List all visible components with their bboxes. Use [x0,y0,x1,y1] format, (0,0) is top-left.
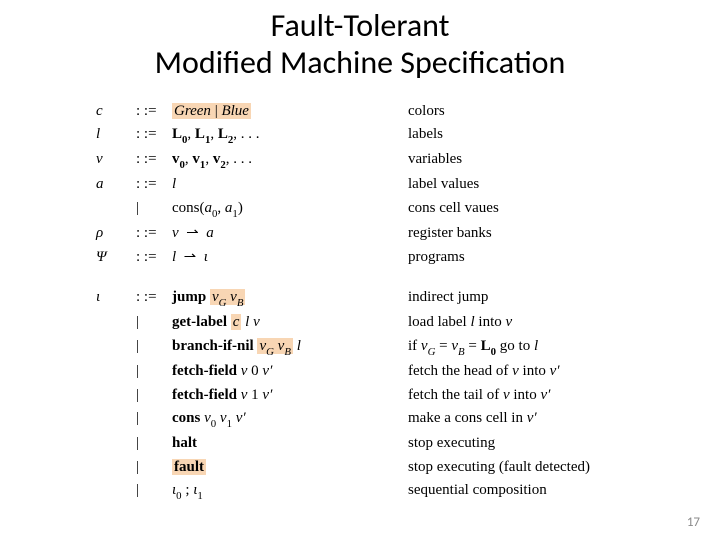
grammar-description: cons cell vaues [408,197,650,222]
grammar-description: load label l into v [408,311,650,335]
grammar-operator: | [136,407,172,432]
grammar-rhs: fetch-field v 0 v′ [172,360,408,384]
grammar-table: c: :=Green | Bluecolorsl: :=L0, L1, L2, … [96,100,650,505]
page-number: 17 [687,515,700,530]
grammar-row: c: :=Green | Bluecolors [96,100,650,124]
grammar-rhs: get-label c l v [172,311,408,335]
grammar-row: |haltstop executing [96,432,650,456]
grammar-row: |fetch-field v 1 v′fetch the tail of v i… [96,384,650,408]
grammar-symbol [96,335,136,360]
grammar-row: |branch-if-nil vG vB lif vG = vB = L0 go… [96,335,650,360]
grammar-description: fetch the head of v into v′ [408,360,650,384]
grammar-symbol [96,360,136,384]
grammar-operator: | [136,335,172,360]
grammar-symbol [96,456,136,480]
grammar-description: colors [408,100,650,124]
grammar-symbol [96,432,136,456]
grammar-rhs: L0, L1, L2, . . . [172,123,408,148]
grammar-symbol [96,479,136,504]
grammar-operator: : := [136,286,172,311]
grammar-operator: : := [136,173,172,197]
grammar-row: |cons(a0, a1)cons cell vaues [96,197,650,222]
grammar-description: label values [408,173,650,197]
grammar-symbol: a [96,173,136,197]
grammar-rhs: v ⇀ a [172,222,408,246]
grammar-rhs: cons v0 v1 v′ [172,407,408,432]
grammar-operator: | [136,384,172,408]
grammar-rhs: branch-if-nil vG vB l [172,335,408,360]
grammar-description: stop executing [408,432,650,456]
grammar-rhs: Green | Blue [172,100,408,124]
grammar-description: labels [408,123,650,148]
grammar-description: programs [408,246,650,270]
grammar-symbol: v [96,148,136,173]
grammar-operator: | [136,197,172,222]
grammar-row: ρ: :=v ⇀ aregister banks [96,222,650,246]
grammar-row: Ψ: :=l ⇀ ιprograms [96,246,650,270]
grammar-rhs: halt [172,432,408,456]
grammar-operator: : := [136,222,172,246]
grammar-operator: | [136,432,172,456]
grammar-operator: | [136,360,172,384]
grammar-operator: : := [136,246,172,270]
slide: Fault-Tolerant Modified Machine Specific… [0,0,720,540]
grammar-operator: | [136,479,172,504]
grammar-row: |ι0 ; ι1sequential composition [96,479,650,504]
grammar-symbol [96,311,136,335]
grammar-content: c: :=Green | Bluecolorsl: :=L0, L1, L2, … [0,82,720,505]
grammar-symbol: Ψ [96,246,136,270]
grammar-spacer [96,269,650,286]
grammar-description: indirect jump [408,286,650,311]
grammar-symbol [96,197,136,222]
grammar-row: |cons v0 v1 v′make a cons cell in v′ [96,407,650,432]
grammar-row: |get-label c l vload label l into v [96,311,650,335]
grammar-symbol: l [96,123,136,148]
grammar-rhs: fetch-field v 1 v′ [172,384,408,408]
grammar-operator: : := [136,148,172,173]
grammar-row: a: :=llabel values [96,173,650,197]
grammar-operator: : := [136,100,172,124]
grammar-rhs: l ⇀ ι [172,246,408,270]
grammar-description: sequential composition [408,479,650,504]
slide-title: Fault-Tolerant Modified Machine Specific… [0,0,720,82]
grammar-rhs: fault [172,456,408,480]
grammar-symbol: c [96,100,136,124]
grammar-row: |faultstop executing (fault detected) [96,456,650,480]
grammar-row: |fetch-field v 0 v′fetch the head of v i… [96,360,650,384]
grammar-description: register banks [408,222,650,246]
grammar-row: v: :=v0, v1, v2, . . .variables [96,148,650,173]
grammar-operator: | [136,311,172,335]
grammar-description: fetch the tail of v into v′ [408,384,650,408]
grammar-symbol: ρ [96,222,136,246]
grammar-operator: | [136,456,172,480]
grammar-description: if vG = vB = L0 go to l [408,335,650,360]
grammar-rhs: v0, v1, v2, . . . [172,148,408,173]
grammar-symbol [96,384,136,408]
grammar-rhs: ι0 ; ι1 [172,479,408,504]
grammar-row: ι: :=jump vG vBindirect jump [96,286,650,311]
grammar-symbol [96,407,136,432]
grammar-rhs: jump vG vB [172,286,408,311]
grammar-rhs: l [172,173,408,197]
grammar-description: make a cons cell in v′ [408,407,650,432]
grammar-symbol: ι [96,286,136,311]
grammar-rhs: cons(a0, a1) [172,197,408,222]
grammar-description: variables [408,148,650,173]
title-line-1: Fault-Tolerant [0,8,720,45]
grammar-row: l: :=L0, L1, L2, . . .labels [96,123,650,148]
title-line-2: Modified Machine Specification [0,45,720,82]
grammar-operator: : := [136,123,172,148]
grammar-description: stop executing (fault detected) [408,456,650,480]
